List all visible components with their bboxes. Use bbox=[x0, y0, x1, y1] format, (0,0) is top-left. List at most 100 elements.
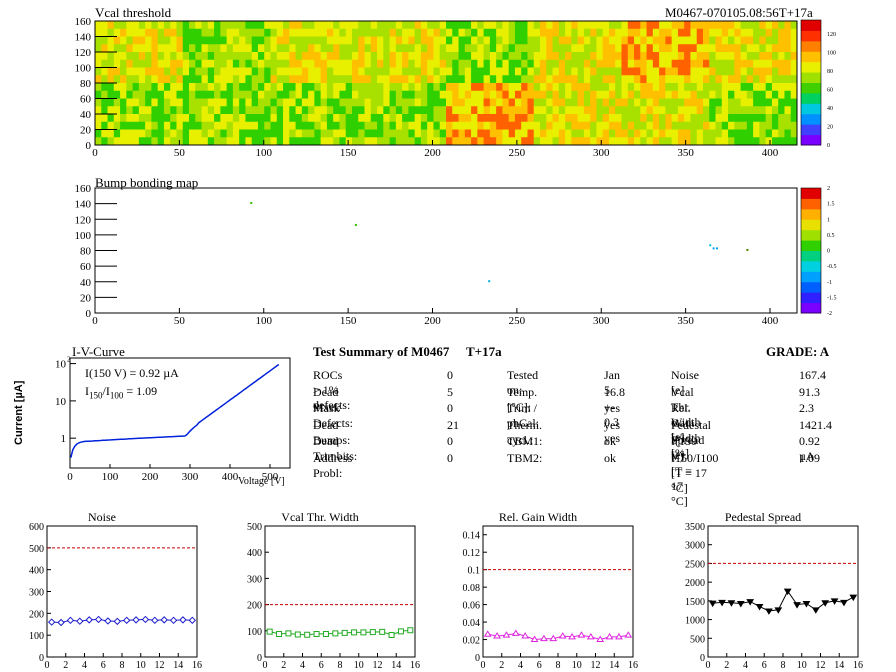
vcal-cell bbox=[232, 121, 240, 130]
vcal-cell bbox=[157, 59, 165, 68]
vcal-cell bbox=[558, 137, 566, 146]
vcal-cell bbox=[746, 52, 754, 61]
vcal-cell bbox=[289, 121, 297, 130]
vcal-cell bbox=[640, 67, 648, 76]
vcal-cell bbox=[765, 129, 773, 138]
chart-ytick-label: 600 bbox=[29, 522, 44, 533]
vcal-cell bbox=[696, 90, 704, 99]
vcal-cell bbox=[665, 28, 673, 37]
vcal-cell bbox=[665, 67, 673, 76]
vcal-cell bbox=[132, 90, 140, 99]
vcal-cell bbox=[615, 28, 622, 37]
vcal-cell bbox=[458, 83, 466, 92]
chart-point bbox=[160, 616, 168, 624]
vcal-cell bbox=[690, 75, 698, 84]
iv-xlabel: Voltage [V] bbox=[238, 476, 285, 487]
vcal-cell bbox=[182, 52, 190, 61]
summary-label: Mask Defects: bbox=[313, 401, 353, 431]
vcal-cell bbox=[232, 44, 240, 53]
vcal-cell bbox=[314, 28, 322, 37]
bump-defect bbox=[250, 202, 253, 205]
vcal-cell bbox=[95, 98, 102, 107]
vcal-cell bbox=[646, 129, 654, 138]
vcal-cell bbox=[283, 44, 290, 53]
vcal-cell bbox=[182, 44, 190, 53]
vcal-cell bbox=[771, 83, 779, 92]
summary-value: 0 bbox=[447, 401, 453, 416]
vcal-cell bbox=[740, 106, 748, 115]
vcal-cell bbox=[220, 28, 228, 37]
vcal-cell bbox=[540, 52, 547, 61]
vcal-cell bbox=[420, 28, 428, 37]
vcal-cell bbox=[740, 98, 748, 107]
vcal-cell bbox=[615, 106, 622, 115]
summary-title: Test Summary of M0467 bbox=[313, 344, 450, 359]
chart-xtick-label: 8 bbox=[120, 660, 125, 671]
vcal-cell bbox=[715, 21, 723, 30]
vcal-cell bbox=[558, 67, 566, 76]
vcal-cell bbox=[778, 67, 785, 76]
chart-xtick-label: 0 bbox=[45, 660, 50, 671]
vcal-cell bbox=[145, 121, 152, 130]
vcal-cell bbox=[351, 36, 359, 45]
vcal-cell bbox=[107, 129, 115, 138]
bump-ytick-label: 120 bbox=[75, 214, 92, 226]
vcal-cell bbox=[665, 98, 673, 107]
iv-ytick-label: 10 bbox=[55, 396, 67, 408]
vcal-cell bbox=[659, 21, 666, 30]
vcal-cell bbox=[677, 83, 685, 92]
vcal-cell bbox=[326, 75, 334, 84]
vcal-cell bbox=[201, 106, 209, 115]
vcal-cell bbox=[709, 98, 717, 107]
vcal-cell bbox=[433, 67, 441, 76]
vcal-cell bbox=[351, 67, 359, 76]
vcal-cell bbox=[521, 114, 528, 123]
vcal-cell bbox=[602, 67, 610, 76]
vcal-cell bbox=[533, 106, 541, 115]
vcal-cell bbox=[120, 90, 127, 99]
vcal-cell bbox=[232, 28, 240, 37]
vcal-cell bbox=[395, 21, 403, 30]
vcal-cell bbox=[540, 44, 547, 53]
vcal-cell bbox=[126, 21, 134, 30]
chart-point bbox=[132, 616, 140, 624]
vcal-cell bbox=[314, 83, 322, 92]
summary-label: Dead Trimbits: bbox=[313, 434, 358, 464]
chart-point bbox=[765, 608, 773, 615]
vcal-cell bbox=[414, 106, 422, 115]
vcal-cell bbox=[207, 114, 215, 123]
vcal-cell bbox=[521, 67, 528, 76]
vcal-cell bbox=[514, 90, 522, 99]
vcal-cell bbox=[383, 44, 391, 53]
vcal-cell bbox=[370, 114, 378, 123]
iv-title: I-V-Curve bbox=[72, 344, 125, 359]
vcal-cell bbox=[251, 90, 259, 99]
vcal-cell bbox=[239, 121, 246, 130]
chart-xtick-label: 12 bbox=[591, 660, 601, 671]
vcal-cell bbox=[608, 52, 616, 61]
vcal-cell bbox=[640, 137, 648, 146]
vcal-cell bbox=[239, 106, 246, 115]
vcal-cell bbox=[471, 52, 478, 61]
vcal-cell bbox=[295, 129, 303, 138]
vcal-cell bbox=[615, 90, 622, 99]
vcal-cell bbox=[721, 75, 729, 84]
vcal-cell bbox=[602, 83, 610, 92]
vcal-cell bbox=[765, 114, 773, 123]
chart-xtick-label: 8 bbox=[338, 660, 343, 671]
vcal-cell bbox=[207, 21, 215, 30]
vcal-cell bbox=[602, 90, 610, 99]
vcal-cell bbox=[232, 129, 240, 138]
vcal-cell bbox=[621, 75, 629, 84]
vcal-cell bbox=[351, 28, 359, 37]
chart-point bbox=[624, 631, 633, 638]
vcal-cell bbox=[207, 67, 215, 76]
vcal-cell bbox=[326, 59, 334, 68]
chart-title: Pedestal Spread bbox=[725, 510, 801, 524]
vcal-cell bbox=[339, 106, 347, 115]
vcal-cell bbox=[734, 129, 742, 138]
chart-point bbox=[66, 616, 75, 625]
vcal-cell bbox=[489, 98, 497, 107]
vcal-cell bbox=[351, 21, 359, 30]
vcal-cell bbox=[314, 36, 322, 45]
